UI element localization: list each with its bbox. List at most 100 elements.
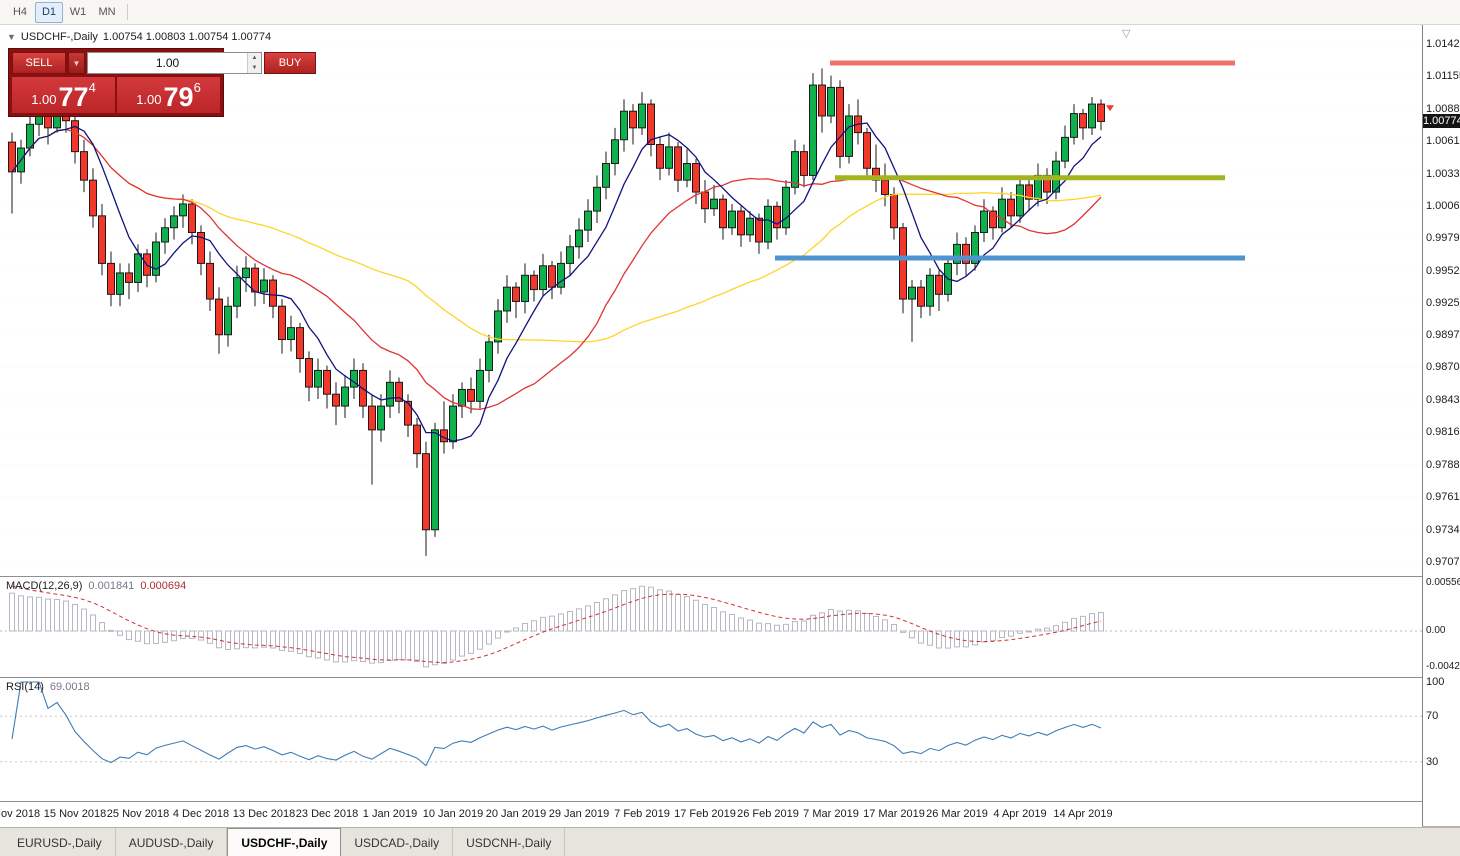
- buy-price-button[interactable]: 1.00 79 6: [117, 77, 220, 113]
- price-tick-label: 0.98705: [1426, 361, 1460, 374]
- sell-price-button[interactable]: 1.00 77 4: [12, 77, 115, 113]
- timeframe-button-h4[interactable]: H4: [12, 6, 28, 18]
- panel-separator-macd[interactable]: [0, 576, 1422, 577]
- date-tick-label: 6 Nov 2018: [0, 808, 41, 820]
- panel-separator-rsi[interactable]: [0, 677, 1422, 678]
- toolbar-divider: [127, 4, 128, 20]
- sell-price-prefix: 1.00: [31, 92, 57, 107]
- timeframe-button-w1[interactable]: W1: [69, 6, 87, 18]
- candlesticks: [8, 68, 1105, 556]
- timeframe-toolbar: H4 D1 W1 MN: [0, 0, 1460, 25]
- chart-tab-usdcnh[interactable]: USDCNH-,Daily: [453, 828, 566, 856]
- one-click-trading-panel: SELL ▼ ▲ ▼ BUY 1.00 77 4 1.0: [8, 48, 316, 117]
- macd-scale-label: 0.00: [1426, 625, 1446, 636]
- date-tick-label: 4 Apr 2019: [993, 808, 1047, 820]
- date-tick-label: 17 Mar 2019: [863, 808, 925, 820]
- date-tick-label: 26 Mar 2019: [926, 808, 988, 820]
- timeframe-button-mn[interactable]: MN: [98, 6, 116, 18]
- price-tick-label: 1.01155: [1426, 70, 1460, 83]
- macd-header: MACD(12,26,9) 0.001841 0.000694: [6, 580, 186, 592]
- date-tick-label: 25 Nov 2018: [106, 808, 170, 820]
- price-tick-label: 0.98975: [1426, 329, 1460, 342]
- date-tick-label: 23 Dec 2018: [295, 808, 359, 820]
- date-tick-label: 20 Jan 2019: [485, 808, 547, 820]
- sell-price-pip: 4: [88, 80, 96, 95]
- chart-symbol-label: USDCHF-,Daily: [20, 31, 98, 43]
- chart-tab-usdcad[interactable]: USDCAD-,Daily: [341, 828, 454, 856]
- date-tick-label: 1 Jan 2019: [362, 808, 418, 820]
- price-tick-label: 1.00610: [1426, 134, 1460, 147]
- ma-fast: [11, 122, 1102, 442]
- rsi-header: RSI(14) 69.0018: [6, 681, 90, 693]
- ma-slow: [11, 128, 1102, 343]
- ma-mid: [11, 128, 1102, 411]
- price-tick-label: 0.97615: [1426, 491, 1460, 504]
- buy-price-pip: 6: [193, 80, 201, 95]
- rsi-line: [11, 681, 1102, 767]
- current-price-badge: 1.00774: [1423, 114, 1460, 129]
- sell-button[interactable]: SELL: [12, 52, 66, 74]
- date-tick-label: 15 Nov 2018: [43, 808, 107, 820]
- macd-scale-label: -0.0042267: [1426, 661, 1460, 673]
- buy-button[interactable]: BUY: [264, 52, 316, 74]
- chart-tab-usdchf[interactable]: USDCHF-,Daily: [227, 828, 342, 856]
- buy-price-big: 79: [163, 82, 194, 112]
- macd-label: MACD(12,26,9): [6, 580, 83, 592]
- sell-arrow-marker: [1106, 105, 1114, 112]
- chart-window[interactable]: ▼ USDCHF-,Daily 1.00754 1.00803 1.00754 …: [0, 25, 1460, 827]
- volume-down-icon[interactable]: ▼: [248, 63, 261, 73]
- chart-tab-bar: EURUSD-,Daily AUDUSD-,Daily USDCHF-,Daily U…: [0, 827, 1460, 856]
- date-tick-label: 14 Apr 2019: [1053, 808, 1113, 820]
- date-tick-label: 7 Feb 2019: [614, 808, 670, 820]
- macd-signal-line: [11, 585, 1102, 664]
- macd-histogram: [9, 585, 1104, 668]
- rsi-panel[interactable]: [0, 678, 1422, 800]
- sell-price-big: 77: [58, 82, 89, 112]
- date-tick-label: 13 Dec 2018: [232, 808, 296, 820]
- price-tick-label: 1.01425: [1426, 38, 1460, 51]
- buy-price-prefix: 1.00: [136, 92, 162, 107]
- rsi-scale-label: 100: [1426, 676, 1445, 688]
- one-click-collapse-icon[interactable]: ▼: [7, 32, 16, 42]
- chart-ohlc-values: 1.00754 1.00803 1.00754 1.00774: [102, 31, 272, 43]
- volume-spinner: ▲ ▼: [247, 53, 261, 73]
- volume-field: ▲ ▼: [87, 52, 262, 74]
- volume-input[interactable]: [88, 53, 247, 73]
- date-tick-label: 17 Feb 2019: [674, 808, 736, 820]
- macd-signal-value: 0.000694: [140, 580, 187, 592]
- volume-dropdown-icon[interactable]: ▼: [68, 52, 85, 74]
- rsi-scale-label: 30: [1426, 755, 1439, 768]
- price-tick-label: 1.00335: [1426, 167, 1460, 180]
- timeframe-button-d1[interactable]: D1: [35, 1, 63, 23]
- chart-tab-audusd[interactable]: AUDUSD-,Daily: [116, 828, 228, 856]
- price-chart[interactable]: [0, 25, 1422, 576]
- macd-panel[interactable]: [0, 577, 1422, 677]
- price-tick-label: 0.97885: [1426, 458, 1460, 471]
- macd-main-value: 0.001841: [88, 580, 135, 592]
- price-scale[interactable]: 1.00774 1.01425 1.01155 1.00880 1.00610 1.00…: [1422, 25, 1460, 826]
- date-tick-label: 4 Dec 2018: [172, 808, 230, 820]
- rsi-scale-label: 70: [1426, 710, 1439, 723]
- date-tick-label: 10 Jan 2019: [422, 808, 484, 820]
- price-grid: [0, 43, 1422, 563]
- chart-shift-marker-icon[interactable]: ▽: [1122, 28, 1131, 40]
- date-tick-label: 26 Feb 2019: [737, 808, 799, 820]
- rsi-label: RSI(14): [6, 681, 44, 693]
- date-tick-label: 29 Jan 2019: [548, 808, 610, 820]
- volume-up-icon[interactable]: ▲: [248, 53, 261, 63]
- price-tick-label: 1.00880: [1426, 102, 1460, 115]
- macd-scale-label: 0.0055692: [1426, 577, 1460, 589]
- chart-tab-eurusd[interactable]: EURUSD-,Daily: [4, 828, 116, 856]
- rsi-value: 69.0018: [49, 681, 90, 693]
- price-tick-label: 1.00065: [1426, 199, 1460, 212]
- date-tick-label: 7 Mar 2019: [803, 808, 859, 820]
